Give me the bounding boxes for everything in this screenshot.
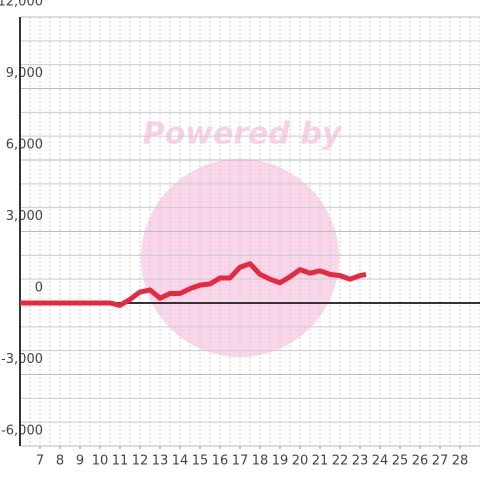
x-tick-label: 9 (76, 454, 84, 469)
x-tick-label: 18 (252, 454, 269, 469)
x-tick-label: 26 (412, 454, 429, 469)
x-tick-label: 27 (432, 454, 449, 469)
y-tick-label: 12,000 (0, 0, 43, 10)
y-tick-label: -6,000 (1, 424, 43, 439)
x-tick-label: 20 (292, 454, 309, 469)
x-tick-label: 13 (152, 454, 169, 469)
x-tick-label: 28 (452, 454, 469, 469)
x-tick-label: 21 (312, 454, 329, 469)
x-tick-label: 12 (132, 454, 149, 469)
x-tick-label: 10 (92, 454, 109, 469)
x-tick-label: 7 (36, 454, 44, 469)
y-tick-label: -3,000 (1, 352, 43, 367)
x-tick-label: 14 (172, 454, 189, 469)
watermark: Powered by (143, 117, 343, 152)
x-tick-label: 23 (352, 454, 369, 469)
data-line (20, 261, 367, 308)
y-tick-label: 0 (35, 281, 43, 296)
x-tick-label: 25 (392, 454, 409, 469)
y-tick-label: 3,000 (6, 209, 43, 224)
x-tick-label: 11 (112, 454, 129, 469)
x-tick-label: 19 (272, 454, 289, 469)
x-tick-label: 15 (192, 454, 209, 469)
x-tick-label: 17 (232, 454, 249, 469)
x-tick-label: 22 (332, 454, 349, 469)
x-tick-label: 24 (372, 454, 389, 469)
y-tick-label: 6,000 (6, 138, 43, 153)
x-tick-label: 8 (56, 454, 64, 469)
y-tick-label: 9,000 (6, 66, 43, 81)
x-tick-label: 16 (212, 454, 229, 469)
